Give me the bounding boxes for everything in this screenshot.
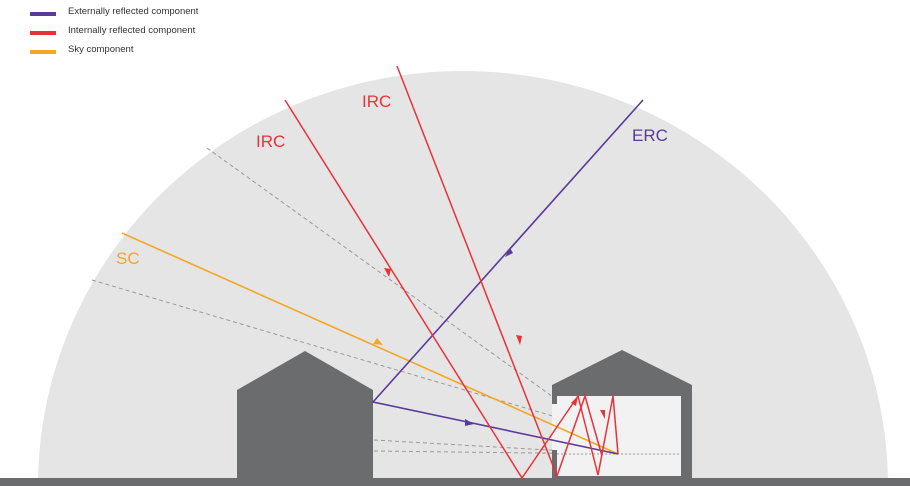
label-erc: ERC bbox=[632, 126, 668, 145]
room-interior bbox=[557, 396, 681, 476]
legend-swatch-irc bbox=[30, 31, 56, 35]
label-irc-right: IRC bbox=[362, 92, 391, 111]
ground bbox=[0, 478, 910, 486]
room-window-gap bbox=[552, 404, 558, 450]
label-sc: SC bbox=[116, 249, 140, 268]
legend-label-erc: Externally reflected component bbox=[68, 6, 199, 17]
legend-label-irc: Internally reflected component bbox=[68, 25, 196, 36]
legend-label-sc: Sky component bbox=[68, 44, 134, 55]
irc-arrowhead-1 bbox=[384, 268, 391, 277]
irc-ray-right bbox=[396, 65, 603, 479]
irc-ray-left bbox=[284, 99, 619, 480]
dashed-line-upper bbox=[206, 147, 561, 403]
sky-component-ray bbox=[121, 232, 619, 455]
sky-dome bbox=[38, 71, 888, 486]
legend-swatch-erc bbox=[30, 12, 56, 16]
erc-arrowhead-1 bbox=[505, 248, 513, 257]
externally-reflected-ray bbox=[371, 99, 644, 455]
legend-swatch-sc bbox=[30, 50, 56, 54]
irc-arrowhead-3 bbox=[571, 396, 578, 406]
internally-reflected-rays bbox=[284, 65, 619, 480]
label-irc-left: IRC bbox=[256, 132, 285, 151]
irc-arrowhead-4 bbox=[600, 410, 605, 419]
dashed-line-lower bbox=[91, 279, 557, 418]
irc-arrowhead-2 bbox=[516, 335, 522, 345]
erc-arrowhead-2 bbox=[465, 419, 474, 426]
left-building bbox=[237, 351, 373, 486]
sc-arrowhead bbox=[373, 338, 383, 345]
